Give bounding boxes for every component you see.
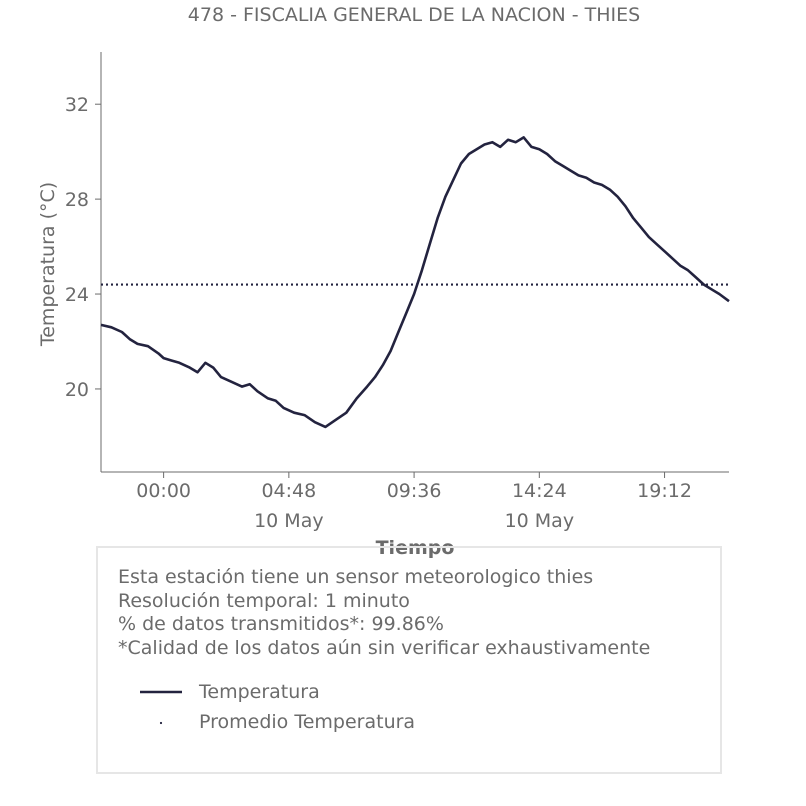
x-tick-label: 19:12: [637, 480, 692, 502]
x-tick-label: 04:48: [261, 480, 316, 502]
chart-title: 478 - FISCALIA GENERAL DE LA NACION - TH…: [188, 4, 640, 26]
x-axis-ticks: 00:00 04:48 10 May 09:36 14:24 10 May 19:12: [136, 472, 692, 532]
legend-label-temperature: Temperatura: [199, 681, 320, 703]
info-resolution-line: Resolución temporal: 1 minuto: [118, 589, 410, 612]
x-tick-date-label: 10 May: [505, 510, 575, 532]
x-tick-date-label: 10 May: [254, 510, 324, 532]
y-tick-label: 28: [65, 189, 89, 211]
info-quality-note: *Calidad de los datos aún sin verificar …: [118, 636, 651, 659]
series-temperature-line: [100, 136, 730, 429]
info-box: Esta estación tiene un sensor meteorolog…: [96, 546, 722, 774]
legend-swatch-dotted: [159, 721, 163, 725]
y-tick-label: 24: [65, 284, 89, 306]
temperature-chart: 478 - FISCALIA GENERAL DE LA NACION - TH…: [37, 4, 730, 559]
info-text: Esta estación tiene un sensor meteorolog…: [118, 566, 650, 660]
legend-label-mean-temperature: Promedio Temperatura: [199, 711, 416, 733]
y-tick-label: 32: [65, 94, 89, 116]
x-tick-label: 14:24: [512, 480, 567, 502]
info-transmitted-line: % de datos transmitidos*: 99.86%: [118, 613, 444, 635]
x-tick-label: 09:36: [387, 480, 442, 502]
y-tick-label: 20: [65, 379, 89, 401]
x-axis-label: Tiempo: [376, 537, 455, 559]
y-axis-label: Temperatura (°C): [37, 182, 59, 347]
legend-swatch-solid: [140, 690, 182, 694]
info-sensor-line: Esta estación tiene un sensor meteorolog…: [118, 566, 594, 588]
x-tick-label: 00:00: [136, 480, 191, 502]
y-axis-ticks: 20 24 28 32: [65, 94, 101, 401]
